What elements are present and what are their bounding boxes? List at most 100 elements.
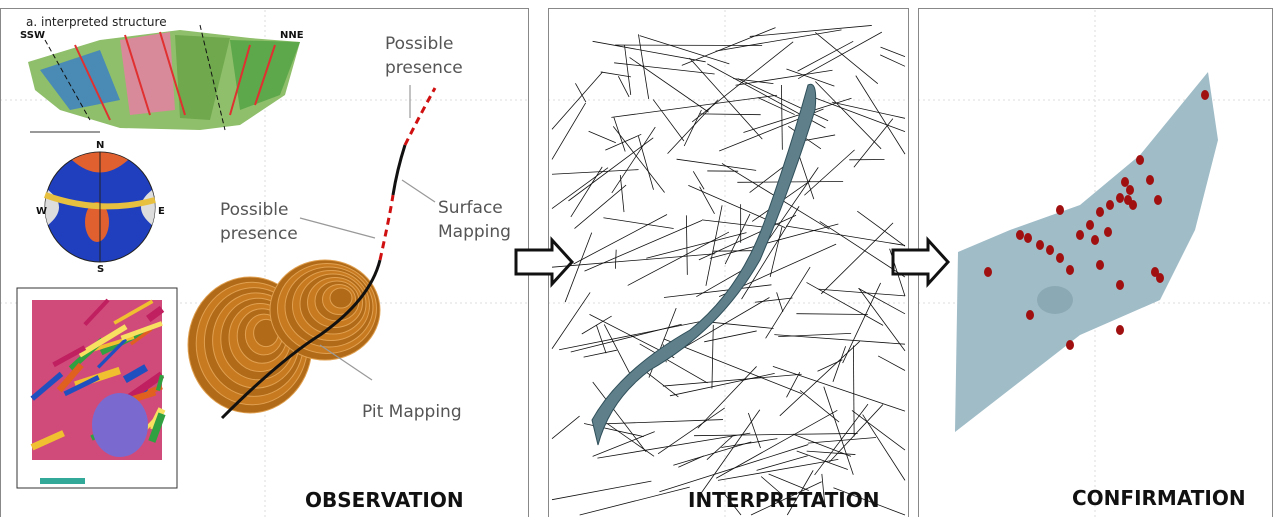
lineament xyxy=(832,102,905,118)
intersection xyxy=(1076,230,1084,240)
lineament xyxy=(787,372,800,397)
lineament xyxy=(852,410,905,450)
intersection xyxy=(1016,230,1024,240)
lineament xyxy=(804,150,854,195)
annotation: Possible presence xyxy=(385,32,475,80)
intersection xyxy=(1121,177,1129,187)
lineament xyxy=(712,325,713,389)
lineament xyxy=(702,220,763,227)
section-label: SSW xyxy=(20,30,45,41)
figure: a. interpreted structure SSW NNE N S W E… xyxy=(0,0,1273,517)
lineament xyxy=(815,81,881,148)
lineament xyxy=(686,215,687,275)
lineament xyxy=(584,220,702,271)
intersection xyxy=(1116,193,1124,203)
lineament xyxy=(718,459,838,480)
net-label: W xyxy=(36,206,47,217)
leader xyxy=(300,218,375,238)
lineament xyxy=(815,32,878,83)
lineament xyxy=(773,366,905,411)
panel-label: CONFIRMATION xyxy=(1072,486,1246,510)
lineament xyxy=(625,45,631,94)
lineament xyxy=(856,76,905,154)
intersection xyxy=(1106,200,1114,210)
section-label: NNE xyxy=(280,30,304,41)
lineaments xyxy=(552,25,905,515)
lineament xyxy=(863,415,905,481)
intersection xyxy=(1116,325,1124,335)
intersection xyxy=(1116,280,1124,290)
lineament xyxy=(638,136,653,190)
lineament xyxy=(700,114,761,115)
intersection xyxy=(1104,227,1112,237)
lineament xyxy=(684,110,701,146)
lineament xyxy=(858,288,905,313)
lineament xyxy=(800,390,839,422)
lineament xyxy=(620,175,624,212)
annotation: Surface Mapping xyxy=(438,196,528,244)
model-surface xyxy=(955,72,1218,432)
lineament xyxy=(568,138,653,201)
drawing xyxy=(0,0,1273,517)
lineament xyxy=(646,233,746,259)
lineament xyxy=(593,41,706,62)
lineament xyxy=(805,94,905,131)
panel-label: OBSERVATION xyxy=(305,488,464,512)
lineament xyxy=(692,42,793,122)
lineament xyxy=(878,356,905,371)
lineament xyxy=(736,70,833,85)
intersection xyxy=(1136,155,1144,165)
intersection xyxy=(1086,220,1094,230)
lineament xyxy=(552,292,590,348)
intersection xyxy=(1146,175,1154,185)
intersection xyxy=(1156,273,1164,283)
lineament xyxy=(615,250,616,269)
intersection xyxy=(984,267,992,277)
net-label: S xyxy=(97,264,104,275)
intersection xyxy=(1056,253,1064,263)
lineament xyxy=(663,374,802,386)
possible-fault xyxy=(380,195,393,260)
lineament xyxy=(612,127,655,193)
lineament xyxy=(604,324,632,378)
lineament xyxy=(552,416,580,439)
intersection xyxy=(1154,195,1162,205)
pit-bench xyxy=(330,288,352,308)
lineament xyxy=(755,298,793,302)
lineament xyxy=(589,131,616,143)
lineament xyxy=(614,63,715,74)
lineament xyxy=(702,410,760,493)
lineament xyxy=(699,215,796,260)
lineament xyxy=(603,218,673,229)
map-unit xyxy=(92,393,148,457)
intersection xyxy=(1036,240,1044,250)
intersection xyxy=(1046,245,1054,255)
lineament xyxy=(700,187,715,214)
lineament xyxy=(653,99,684,141)
lineament xyxy=(780,341,860,416)
lineament xyxy=(694,433,858,435)
intersection xyxy=(1091,235,1099,245)
lineament xyxy=(880,55,905,66)
lineament xyxy=(596,325,606,353)
lineament xyxy=(640,36,730,64)
lineament xyxy=(664,285,772,298)
flow-arrow xyxy=(893,240,948,284)
lineament xyxy=(552,481,651,500)
lineament xyxy=(843,283,881,363)
lineament xyxy=(798,32,882,79)
annotation: Pit Mapping xyxy=(362,400,462,424)
cross-section xyxy=(28,25,300,132)
lineament xyxy=(574,185,626,228)
lineament xyxy=(673,442,751,465)
inset-title: a. interpreted structure xyxy=(26,10,167,34)
lineament xyxy=(552,72,603,129)
lineament xyxy=(725,214,750,264)
intersection xyxy=(1066,340,1074,350)
intersection xyxy=(1201,90,1209,100)
surface-fault xyxy=(393,145,405,195)
lineament xyxy=(774,335,905,345)
annotation: Possible presence xyxy=(220,198,310,246)
lineament xyxy=(628,232,729,285)
lineament xyxy=(584,350,617,357)
